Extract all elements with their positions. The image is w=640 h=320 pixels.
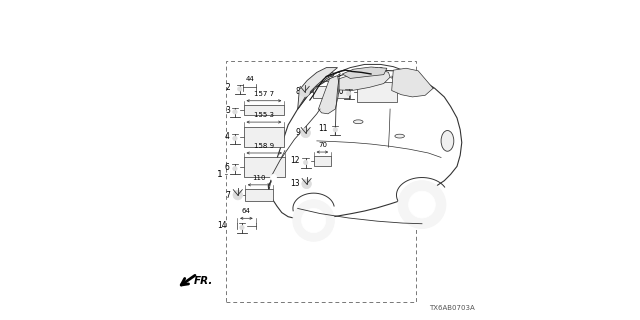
Bar — [244, 126, 284, 147]
Text: 7: 7 — [225, 190, 230, 200]
Circle shape — [233, 136, 237, 140]
Circle shape — [303, 160, 308, 165]
Circle shape — [300, 87, 310, 97]
Ellipse shape — [441, 131, 454, 151]
Text: 8: 8 — [295, 87, 300, 96]
Circle shape — [233, 110, 237, 114]
Circle shape — [301, 128, 310, 138]
Polygon shape — [392, 68, 433, 97]
Text: 3: 3 — [225, 106, 230, 115]
Text: 13: 13 — [291, 180, 300, 188]
Text: 64: 64 — [242, 209, 251, 214]
Text: 11: 11 — [318, 124, 328, 132]
Text: 4: 4 — [225, 132, 230, 141]
Circle shape — [293, 200, 334, 241]
Circle shape — [240, 225, 244, 230]
Text: 70: 70 — [318, 142, 327, 148]
Text: 110: 110 — [252, 175, 266, 181]
Bar — [244, 157, 285, 177]
Text: 140 3: 140 3 — [321, 72, 342, 78]
Circle shape — [233, 190, 243, 200]
Text: 10: 10 — [334, 87, 344, 96]
Circle shape — [301, 208, 326, 233]
Bar — [245, 189, 273, 201]
Bar — [356, 82, 397, 102]
Text: 1: 1 — [217, 170, 223, 179]
Polygon shape — [298, 68, 337, 109]
Bar — [226, 61, 415, 302]
Bar — [313, 86, 349, 98]
Polygon shape — [339, 71, 390, 91]
Circle shape — [233, 166, 237, 171]
Polygon shape — [268, 70, 462, 220]
Polygon shape — [342, 67, 387, 78]
Circle shape — [333, 127, 337, 132]
Circle shape — [346, 91, 351, 96]
Bar — [314, 156, 331, 166]
Text: 14: 14 — [217, 221, 227, 230]
Ellipse shape — [395, 134, 404, 138]
Text: 12: 12 — [291, 156, 300, 165]
Text: 6: 6 — [225, 163, 230, 172]
Circle shape — [237, 87, 242, 91]
Circle shape — [302, 179, 312, 189]
Circle shape — [408, 191, 435, 218]
Polygon shape — [319, 76, 339, 114]
Ellipse shape — [353, 120, 363, 124]
Text: 44: 44 — [245, 76, 254, 82]
Text: TX6AB0703A: TX6AB0703A — [429, 305, 474, 311]
Circle shape — [270, 174, 276, 181]
Text: 157 7: 157 7 — [254, 91, 274, 97]
Bar — [244, 105, 284, 116]
Text: 9: 9 — [295, 128, 300, 137]
Text: 2: 2 — [225, 83, 230, 92]
Text: FR.: FR. — [194, 276, 213, 286]
Text: 159: 159 — [371, 67, 384, 73]
Text: 158 9: 158 9 — [254, 143, 275, 149]
Circle shape — [398, 181, 446, 228]
Text: 155 3: 155 3 — [254, 112, 274, 118]
